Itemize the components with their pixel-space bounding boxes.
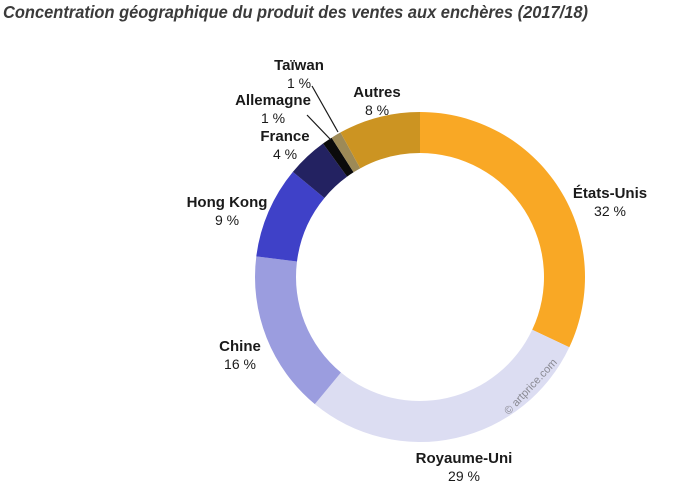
donut-slice-chine <box>255 256 341 405</box>
leader-line-allemagne <box>306 114 332 141</box>
donut-slice-taiwan <box>331 132 361 173</box>
donut-slice-france <box>292 143 348 198</box>
donut-slice-hong-kong <box>256 171 325 262</box>
donut-slice-allemagne <box>323 137 354 177</box>
donut-slice-etats-unis <box>420 111 586 348</box>
donut-slice-autres <box>340 112 420 169</box>
donut-slice-royaume-uni <box>314 329 570 442</box>
chart-title: Concentration géographique du produit de… <box>3 2 589 22</box>
donut-slices <box>255 111 586 442</box>
leader-line-taiwan <box>311 85 339 133</box>
